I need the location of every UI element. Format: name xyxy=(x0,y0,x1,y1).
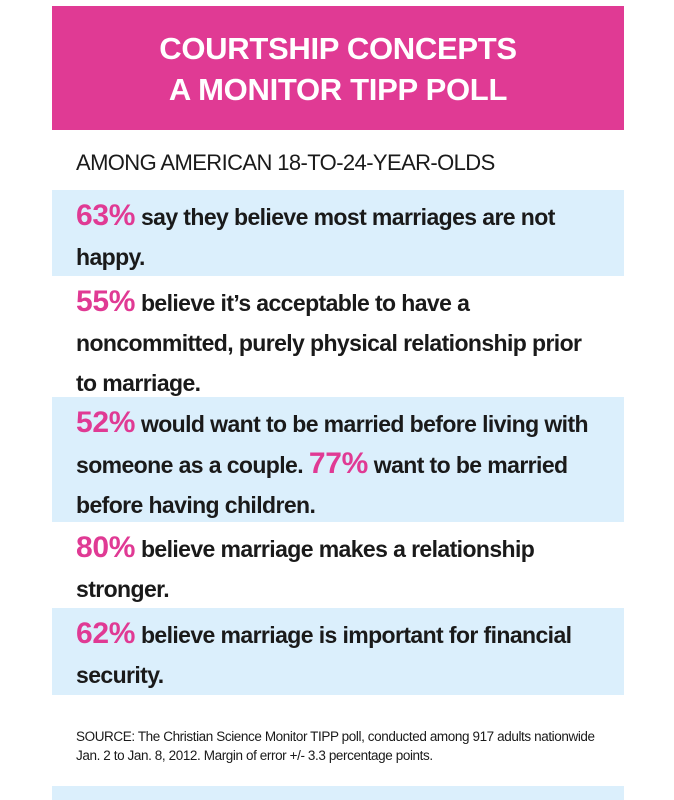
finding-row: 63% say they believe most marriages are … xyxy=(52,190,624,276)
finding-text: believe it’s acceptable to have a noncom… xyxy=(76,290,582,396)
finding-text: believe marriage makes a relationship st… xyxy=(76,536,535,602)
finding-row: 55% believe it’s acceptable to have a no… xyxy=(52,276,624,397)
title-line-1: COURTSHIP CONCEPTS xyxy=(159,31,517,66)
finding-percent: 63% xyxy=(76,199,136,232)
finding-percent: 80% xyxy=(76,531,136,564)
finding-percent: 52% xyxy=(76,406,136,439)
finding-text-2: want to be married before having childre… xyxy=(76,452,568,518)
finding-row: 52% would want to be married before livi… xyxy=(52,397,624,522)
title-banner: COURTSHIP CONCEPTS A MONITOR TIPP POLL xyxy=(52,6,624,130)
finding-row: 62% believe marriage is important for fi… xyxy=(52,608,624,695)
finding-text: believe marriage is important for financ… xyxy=(76,622,572,688)
finding-text: say they believe most marriages are not … xyxy=(76,204,555,270)
subtitle: AMONG AMERICAN 18-TO-24-YEAR-OLDS xyxy=(76,150,495,175)
finding-percent-2: 77% xyxy=(308,447,368,480)
finding-percent: 62% xyxy=(76,617,136,650)
finding-row: 80% believe marriage makes a relationshi… xyxy=(52,522,624,608)
title-line-2: A MONITOR TIPP POLL xyxy=(168,72,508,107)
source-note: SOURCE: The Christian Science Monitor TI… xyxy=(76,729,595,763)
finding-text: would want to be married before living w… xyxy=(76,411,589,478)
bottom-divider xyxy=(52,786,624,800)
finding-percent: 55% xyxy=(76,285,136,318)
